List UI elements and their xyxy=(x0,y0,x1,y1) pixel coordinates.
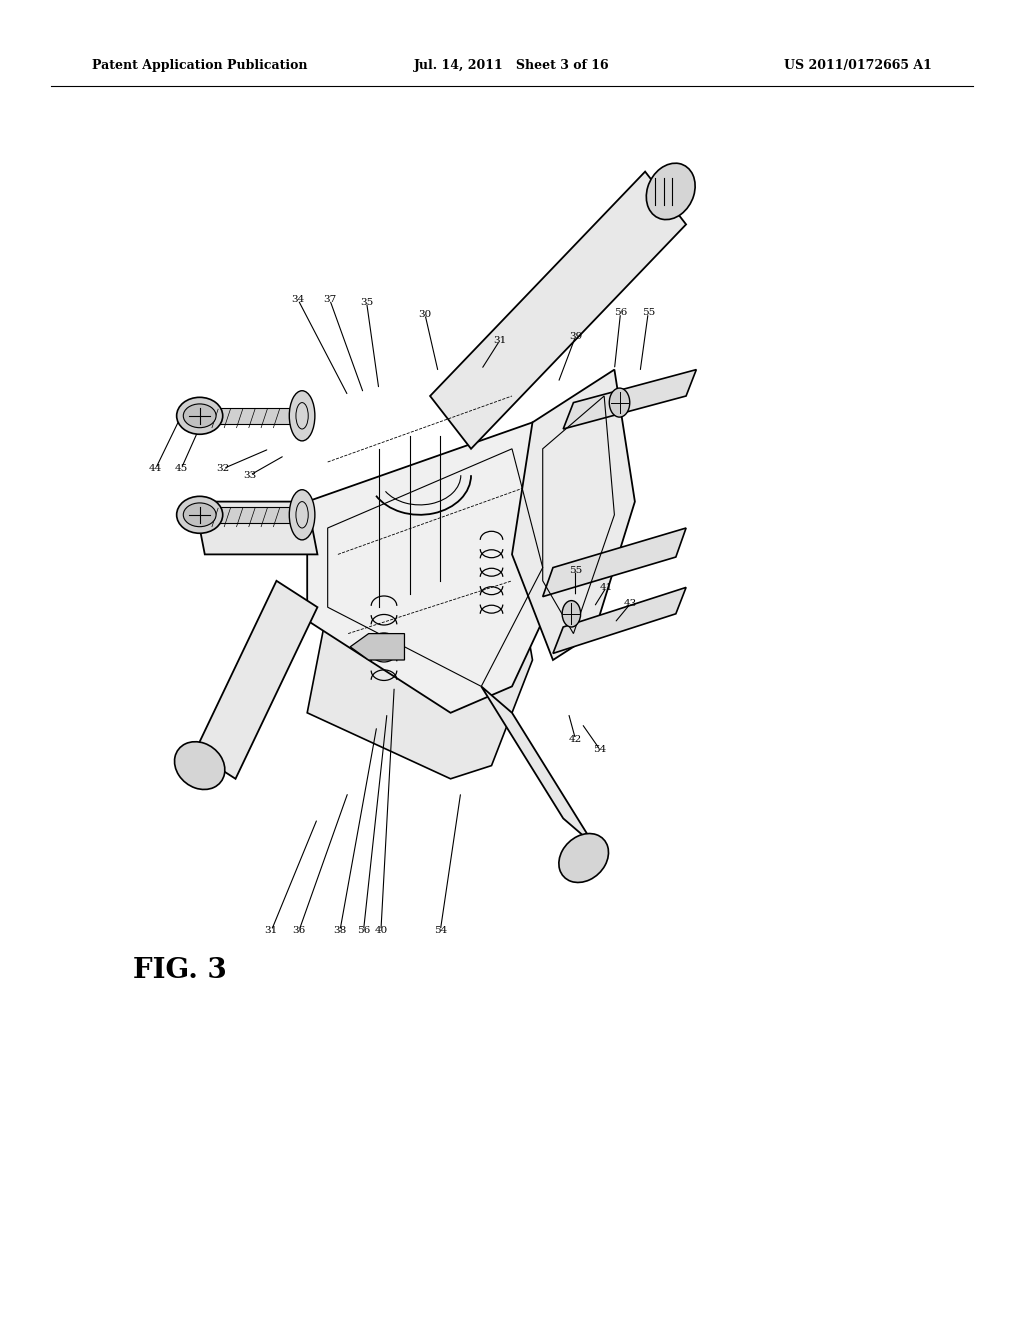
Text: 54: 54 xyxy=(594,746,606,754)
Ellipse shape xyxy=(609,388,630,417)
Polygon shape xyxy=(307,422,573,713)
Text: FIG. 3: FIG. 3 xyxy=(133,957,227,983)
Polygon shape xyxy=(201,408,292,424)
Text: 56: 56 xyxy=(357,927,370,935)
Ellipse shape xyxy=(183,503,216,527)
Text: 30: 30 xyxy=(419,310,431,318)
Ellipse shape xyxy=(183,404,216,428)
Polygon shape xyxy=(563,370,696,429)
Polygon shape xyxy=(195,581,317,779)
Polygon shape xyxy=(481,686,594,845)
Text: 41: 41 xyxy=(600,583,612,591)
Polygon shape xyxy=(553,587,686,653)
Text: 35: 35 xyxy=(360,298,373,306)
Text: 55: 55 xyxy=(642,309,654,317)
Text: 34: 34 xyxy=(292,296,304,304)
Text: 40: 40 xyxy=(375,927,387,935)
Polygon shape xyxy=(430,172,686,449)
Text: Patent Application Publication: Patent Application Publication xyxy=(92,59,307,73)
Ellipse shape xyxy=(559,833,608,883)
Polygon shape xyxy=(307,541,532,779)
Polygon shape xyxy=(543,528,686,597)
Ellipse shape xyxy=(176,496,223,533)
Ellipse shape xyxy=(289,490,315,540)
Text: 39: 39 xyxy=(569,333,582,341)
Text: 31: 31 xyxy=(265,927,278,935)
Text: US 2011/0172665 A1: US 2011/0172665 A1 xyxy=(784,59,932,73)
Ellipse shape xyxy=(176,397,223,434)
Polygon shape xyxy=(195,502,317,554)
Polygon shape xyxy=(201,507,292,523)
Text: 43: 43 xyxy=(625,599,637,607)
Text: 45: 45 xyxy=(175,465,187,473)
Text: 32: 32 xyxy=(217,465,229,473)
Text: 31: 31 xyxy=(494,337,506,345)
Text: 55: 55 xyxy=(569,566,582,574)
Text: 44: 44 xyxy=(150,465,162,473)
Ellipse shape xyxy=(289,391,315,441)
Text: 56: 56 xyxy=(614,309,627,317)
Polygon shape xyxy=(512,370,635,660)
Ellipse shape xyxy=(646,164,695,219)
Text: 42: 42 xyxy=(569,735,582,743)
Text: 38: 38 xyxy=(334,927,346,935)
Text: 33: 33 xyxy=(244,471,256,479)
Text: 54: 54 xyxy=(434,927,446,935)
Text: Jul. 14, 2011   Sheet 3 of 16: Jul. 14, 2011 Sheet 3 of 16 xyxy=(414,59,610,73)
Text: 37: 37 xyxy=(324,296,336,304)
Ellipse shape xyxy=(562,601,581,627)
Polygon shape xyxy=(350,634,404,660)
Ellipse shape xyxy=(174,742,225,789)
Text: 36: 36 xyxy=(293,927,305,935)
